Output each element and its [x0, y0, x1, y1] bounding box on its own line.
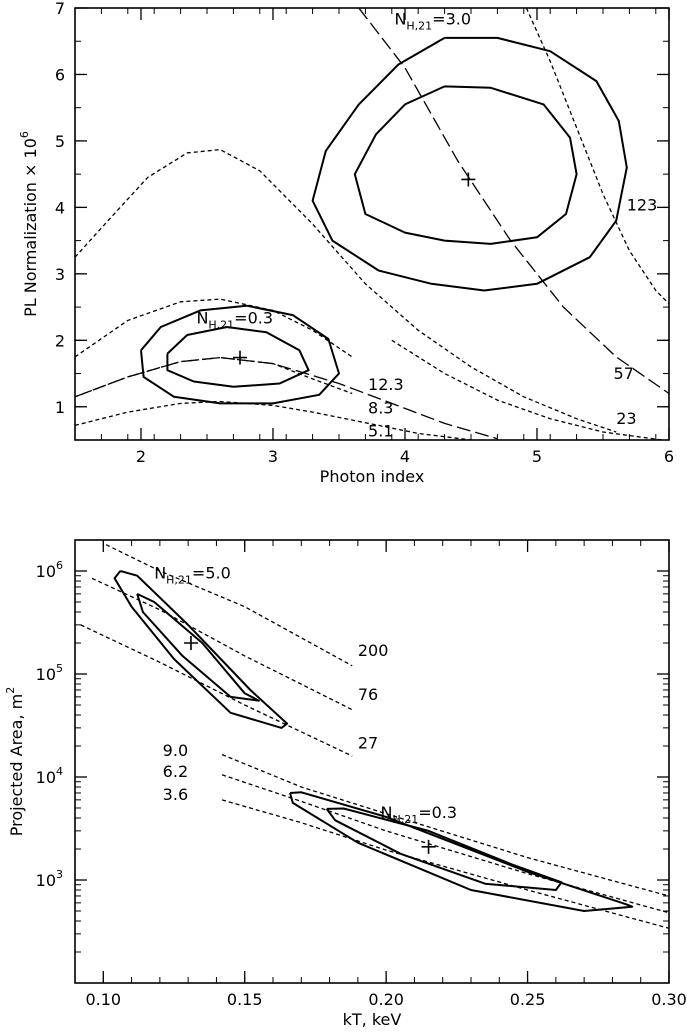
x-axis-title: kT, keV: [343, 1010, 402, 1029]
dashed-curve: [358, 8, 669, 395]
x-tick-label: 3: [268, 447, 278, 466]
plot-frame: [74, 539, 670, 984]
chart-2: 0.10 0.15 0.20 0.25 0.30 103 104 105 106 kT, keV P…: [4, 539, 687, 1029]
confidence-contour: [113, 570, 289, 729]
confidence-contour: [353, 85, 578, 245]
curve-annotation: 123: [627, 196, 658, 215]
dashed-curve: [221, 774, 669, 914]
confidence-contour: [136, 592, 260, 702]
curve-annotation: 200: [358, 641, 389, 660]
curve-annotation: 27: [358, 733, 378, 752]
x-tick-label: 0.20: [368, 990, 404, 1009]
y-tick-label: 7: [55, 0, 65, 18]
x-tick-label: 2: [136, 447, 146, 466]
dashed-curve: [391, 339, 663, 440]
best-fit-marker: [421, 839, 436, 854]
dashed-curve: [91, 577, 353, 711]
y-axis-title: PL Normalization × 106: [18, 131, 40, 317]
y-tick-label: 6: [55, 65, 65, 84]
x-tick-label: 0.25: [510, 990, 546, 1009]
best-fit-marker: [233, 350, 247, 365]
curve-annotation: 12.3: [368, 375, 404, 394]
curve-annotation: 23: [616, 409, 636, 428]
dashed-curve: [75, 356, 353, 398]
dashed-curve: [75, 298, 353, 358]
confidence-contour: [325, 807, 563, 891]
curve-annotation: 8.3: [368, 398, 393, 417]
curve-annotation: 6.2: [163, 762, 188, 781]
x-tick-label: 0.15: [227, 990, 263, 1009]
dashed-curve: [75, 400, 472, 440]
y-tick-label: 1: [55, 398, 65, 417]
best-fit-marker: [183, 635, 198, 650]
curve-annotation: 5.1: [368, 422, 393, 441]
y-tick-label: 105: [36, 662, 63, 684]
dashed-curve: [80, 624, 353, 757]
plot-frame: [74, 7, 670, 441]
y-tick-label: 2: [55, 331, 65, 350]
curve-annotation: 76: [358, 685, 378, 704]
curve-annotation: NH,21=3.0: [394, 10, 471, 33]
x-tick-label: 6: [664, 447, 674, 466]
y-tick-label: 106: [36, 559, 63, 581]
x-tick-label: 4: [400, 447, 410, 466]
dashed-curve: [75, 356, 498, 440]
confidence-contour: [311, 36, 628, 292]
dashed-curve: [221, 799, 669, 929]
x-axis-title: Photon index: [320, 467, 425, 486]
confidence-contour: [140, 304, 340, 405]
x-tick-label: 0.30: [651, 990, 687, 1009]
y-tick-label: 3: [55, 265, 65, 284]
curve-annotation: NH,21=0.3: [380, 803, 457, 826]
confidence-contour: [166, 326, 310, 388]
y-tick-label: 5: [55, 132, 65, 151]
best-fit-marker: [461, 172, 476, 187]
dashed-curve: [75, 148, 617, 433]
y-tick-label: 4: [55, 198, 65, 217]
curve-annotation: 9.0: [163, 741, 188, 760]
curve-annotation: NH,21=5.0: [154, 563, 231, 586]
curve-annotation: NH,21=0.3: [196, 309, 273, 332]
curve-annotation: 57: [614, 364, 634, 383]
y-tick-label: 104: [36, 765, 63, 787]
x-tick-label: 5: [532, 447, 542, 466]
x-tick-label: 0.10: [85, 990, 121, 1009]
dashed-curve: [525, 8, 669, 305]
dashed-curve: [221, 753, 669, 897]
confidence-contour: [289, 791, 634, 912]
curve-annotation: 3.6: [163, 785, 188, 804]
dashed-curve: [105, 544, 353, 667]
y-axis-title: Projected Area, m2: [4, 687, 26, 836]
y-tick-label: 103: [36, 868, 63, 890]
